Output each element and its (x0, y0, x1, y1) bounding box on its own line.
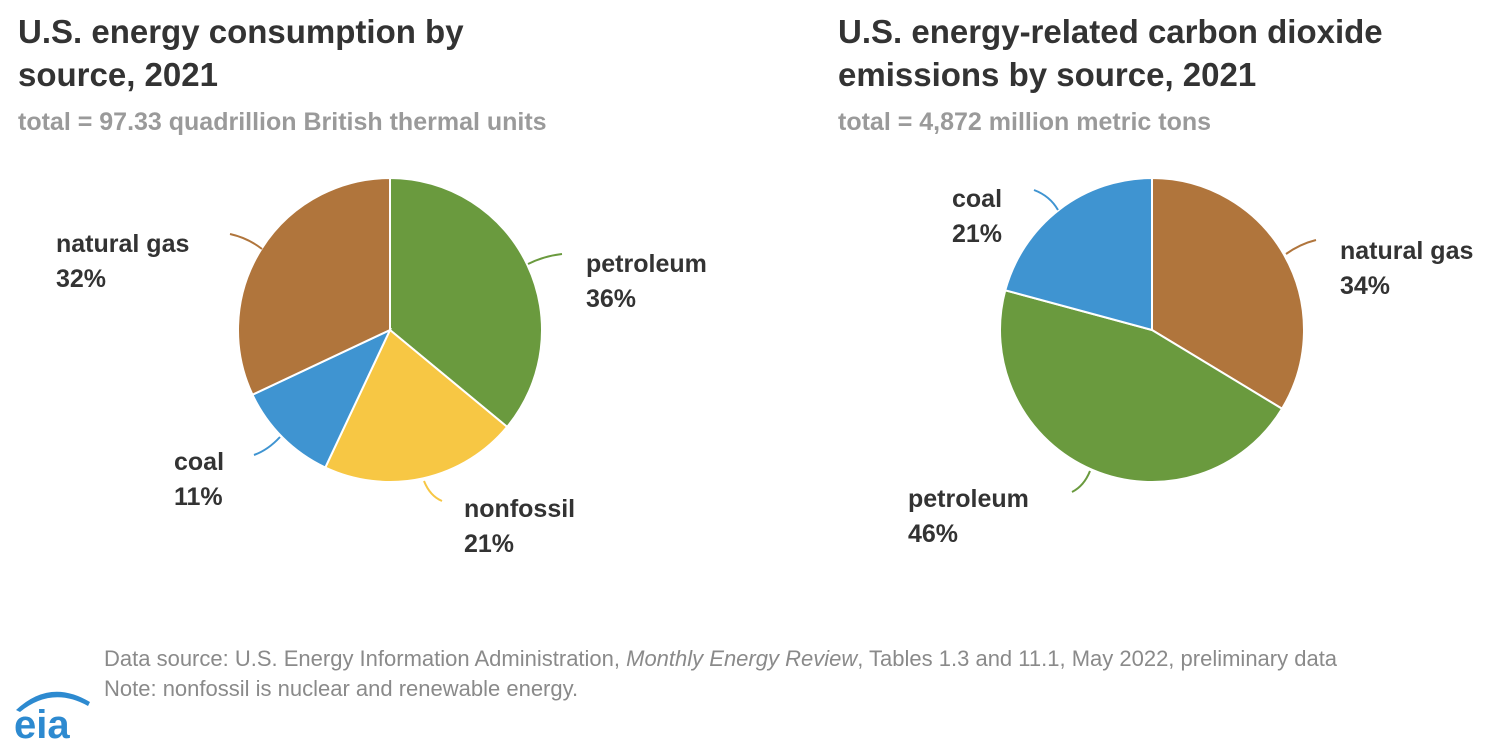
leader-line-petroleum (527, 253, 563, 265)
pie-charts: petroleum 36% nonfossil 21% coal 11% natural g… (56, 176, 1473, 558)
title-line-1: U.S. energy-related carbon dioxide (838, 13, 1383, 50)
slice-label-nonfossil: nonfossil (464, 495, 575, 523)
data-source-note: Data source: U.S. Energy Information Adm… (104, 644, 1504, 674)
slice-percent-coal: 21% (952, 220, 1002, 248)
slice-label-coal: coal (952, 185, 1002, 213)
slice-percent-coal: 11% (174, 483, 223, 511)
leader-line-natural-gas (229, 233, 263, 250)
pie-slice-petroleum (389, 176, 543, 429)
title-line-2: emissions by source, 2021 (838, 56, 1257, 93)
footer-notes: Data source: U.S. Energy Information Adm… (104, 644, 1504, 704)
pie-slice-coal (251, 327, 393, 469)
chart-title-co2-emissions: U.S. energy-related carbon dioxide emiss… (838, 10, 1383, 96)
slice-label-coal: coal (174, 448, 224, 476)
eia-logo-swoosh (16, 691, 90, 712)
nonfossil-note: Note: nonfossil is nuclear and renewable… (104, 676, 579, 701)
leader-line-coal (253, 436, 281, 456)
eia-logo: eia (14, 691, 90, 744)
pie-slice-nonfossil (323, 328, 509, 483)
chart-title-energy-consumption: U.S. energy consumption by source, 2021 (18, 10, 464, 96)
source-prefix: Data source: U.S. Energy Information Adm… (104, 646, 627, 671)
leader-line-nonfossil (423, 480, 443, 502)
leader-line-natural-gas (1285, 239, 1317, 255)
slice-percent-petroleum: 36% (586, 285, 636, 313)
pie-slice-natural-gas (1151, 176, 1305, 411)
slice-label-natural-gas: natural gas (56, 230, 189, 258)
slice-label-natural-gas: natural gas (1340, 237, 1473, 265)
slice-percent-natural-gas: 34% (1340, 272, 1390, 300)
slice-label-petroleum: petroleum (586, 250, 707, 278)
pie-1 (237, 176, 543, 483)
chart-subtitle-co2-emissions: total = 4,872 million metric tons (838, 108, 1212, 136)
leader-line-coal (1033, 189, 1059, 211)
slice-label-petroleum: petroleum (908, 485, 1029, 513)
slice-percent-petroleum: 46% (908, 520, 958, 548)
chart-subtitle-energy-consumption: total = 97.33 quadrillion British therma… (18, 108, 547, 136)
pie-slice-petroleum (999, 289, 1284, 483)
leader-line-petroleum (1071, 470, 1091, 493)
slice-percent-nonfossil: 21% (464, 530, 514, 558)
title-line-2: source, 2021 (18, 56, 218, 93)
eia-logo-text: eia (14, 703, 70, 744)
title-line-1: U.S. energy consumption by (18, 13, 464, 50)
source-suffix: , Tables 1.3 and 11.1, May 2022, prelimi… (857, 646, 1338, 671)
source-publication: Monthly Energy Review (626, 646, 858, 671)
pie-2 (999, 176, 1305, 483)
slice-percent-natural-gas: 32% (56, 265, 106, 293)
pie-slice-coal (1004, 176, 1153, 332)
